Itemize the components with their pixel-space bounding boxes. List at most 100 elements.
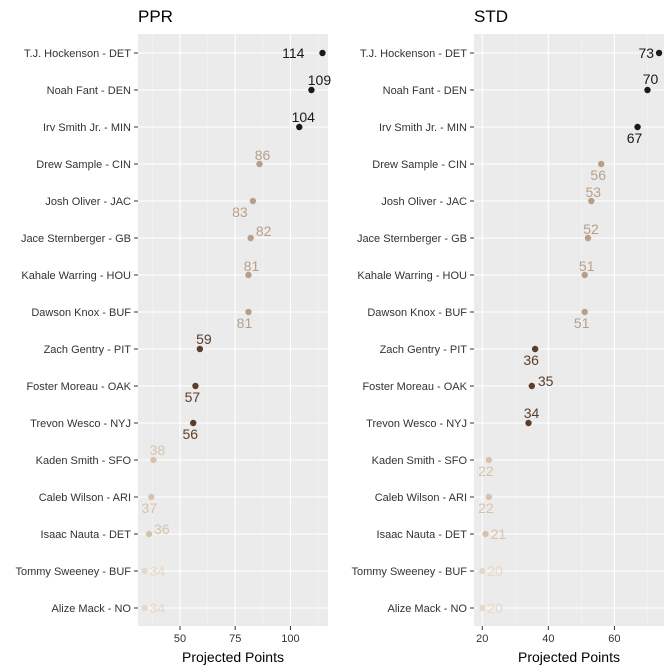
std-data-point	[581, 308, 588, 316]
std-player-label: Isaac Nauta - DET	[377, 529, 468, 541]
ppr-player-label: Dawson Knox - BUF	[31, 307, 131, 319]
std-player-label: Trevon Wesco - NYJ	[366, 418, 467, 430]
ppr-data-point	[141, 604, 148, 612]
ppr-data-label: 59	[196, 331, 212, 347]
ppr-player-label: Zach Gentry - PIT	[44, 344, 132, 356]
std-player-label: Foster Moreau - OAK	[362, 381, 467, 393]
ppr-player-label: Jace Sternberger - GB	[21, 233, 131, 245]
std-player-label: Josh Oliver - JAC	[381, 196, 467, 208]
std-player-label: Jace Sternberger - GB	[357, 233, 467, 245]
std-player-label: Irv Smith Jr. - MIN	[379, 122, 467, 134]
std-data-point	[598, 160, 605, 168]
std-data-point	[479, 604, 486, 612]
ppr-player-label: Caleb Wilson - ARI	[39, 492, 131, 504]
ppr-data-point	[150, 456, 157, 464]
ppr-data-label: 34	[150, 600, 166, 616]
ppr-x-axis-title: Projected Points	[182, 649, 284, 665]
ppr-data-point	[296, 123, 303, 131]
ppr-data-point	[256, 160, 263, 168]
ppr-player-label: Noah Fant - DEN	[47, 85, 131, 97]
std-player-label: Noah Fant - DEN	[383, 85, 467, 97]
ppr-data-label: 109	[308, 72, 332, 88]
ppr-data-label: 36	[154, 521, 170, 537]
ppr-data-point	[245, 308, 252, 316]
std-data-label: 20	[487, 563, 503, 579]
std-data-label: 73	[638, 45, 654, 61]
ppr-data-label: 56	[182, 426, 198, 442]
std-player-label: Kaden Smith - SFO	[372, 455, 468, 467]
ppr-player-label: Alize Mack - NO	[52, 603, 132, 615]
ppr-data-label: 81	[244, 258, 260, 274]
std-player-label: Tommy Sweeney - BUF	[351, 566, 467, 578]
ppr-data-label: 38	[150, 442, 166, 458]
ppr-data-point	[245, 271, 252, 279]
ppr-data-label: 114	[282, 45, 305, 61]
ppr-data-label: 81	[237, 315, 253, 331]
std-data-point	[528, 382, 536, 390]
std-data-label: 51	[579, 258, 595, 274]
ppr-player-label: Kahale Warring - HOU	[21, 270, 131, 282]
std-panel-title: STD	[474, 7, 508, 26]
ppr-data-point	[190, 419, 197, 427]
ppr-data-label: 57	[185, 389, 201, 405]
ppr-plot-background	[138, 34, 328, 626]
ppr-panel-title: PPR	[138, 7, 173, 26]
ppr-data-point	[145, 530, 153, 538]
std-data-point	[634, 123, 641, 131]
std-data-point	[482, 530, 489, 538]
std-data-point	[644, 86, 651, 94]
std-data-label: 67	[627, 130, 643, 146]
ppr-data-point	[141, 567, 148, 575]
std-player-label: T.J. Hockenson - DET	[360, 48, 467, 60]
std-data-label: 36	[523, 352, 539, 368]
ppr-player-label: Foster Moreau - OAK	[26, 381, 131, 393]
std-player-label: Dawson Knox - BUF	[367, 307, 467, 319]
std-x-tick-label: 20	[476, 633, 488, 645]
std-data-label: 35	[538, 373, 554, 389]
ppr-data-point	[249, 197, 257, 205]
ppr-player-label: Trevon Wesco - NYJ	[30, 418, 131, 430]
std-player-label: Drew Sample - CIN	[372, 159, 467, 171]
ppr-player-label: Drew Sample - CIN	[36, 159, 131, 171]
std-data-point	[525, 419, 532, 427]
ppr-player-label: Tommy Sweeney - BUF	[15, 566, 131, 578]
std-data-label: 22	[478, 500, 494, 516]
ppr-data-label: 82	[256, 223, 272, 239]
std-data-point	[479, 567, 486, 575]
ppr-x-tick-label: 75	[229, 633, 241, 645]
std-data-point	[588, 197, 595, 205]
std-data-label: 51	[574, 315, 590, 331]
std-data-label: 52	[583, 221, 599, 237]
std-data-point	[531, 345, 539, 353]
ppr-data-point	[196, 345, 204, 353]
std-data-label: 53	[586, 184, 602, 200]
std-panel: 20 40 60 T.J. Hockenson - DET Noah Fant - DE…	[351, 7, 664, 665]
std-data-label: 34	[524, 405, 540, 421]
ppr-data-point	[319, 49, 326, 57]
std-data-point	[485, 493, 493, 501]
ppr-player-label: Irv Smith Jr. - MIN	[43, 122, 131, 134]
std-data-label: 20	[487, 600, 503, 616]
ppr-data-point	[308, 86, 315, 94]
std-data-point	[655, 49, 663, 57]
std-data-point	[584, 234, 592, 242]
std-plot-background	[474, 34, 664, 626]
std-data-point	[581, 271, 588, 279]
ppr-data-label: 34	[150, 563, 166, 579]
std-x-axis-title: Projected Points	[518, 649, 620, 665]
std-player-label: Zach Gentry - PIT	[380, 344, 468, 356]
ppr-player-label: Isaac Nauta - DET	[41, 529, 132, 541]
std-x-tick-label: 60	[608, 633, 620, 645]
std-player-label: Caleb Wilson - ARI	[375, 492, 467, 504]
std-x-tick-label: 40	[542, 633, 554, 645]
ppr-x-tick-label: 100	[281, 633, 299, 645]
ppr-data-label: 86	[255, 147, 271, 163]
ppr-data-point	[192, 382, 199, 390]
std-data-label: 70	[643, 71, 659, 87]
std-data-label: 56	[590, 167, 606, 183]
ppr-data-label: 37	[141, 500, 157, 516]
std-data-label: 21	[491, 526, 507, 542]
std-player-label: Kahale Warring - HOU	[357, 270, 467, 282]
std-data-point	[485, 456, 493, 464]
